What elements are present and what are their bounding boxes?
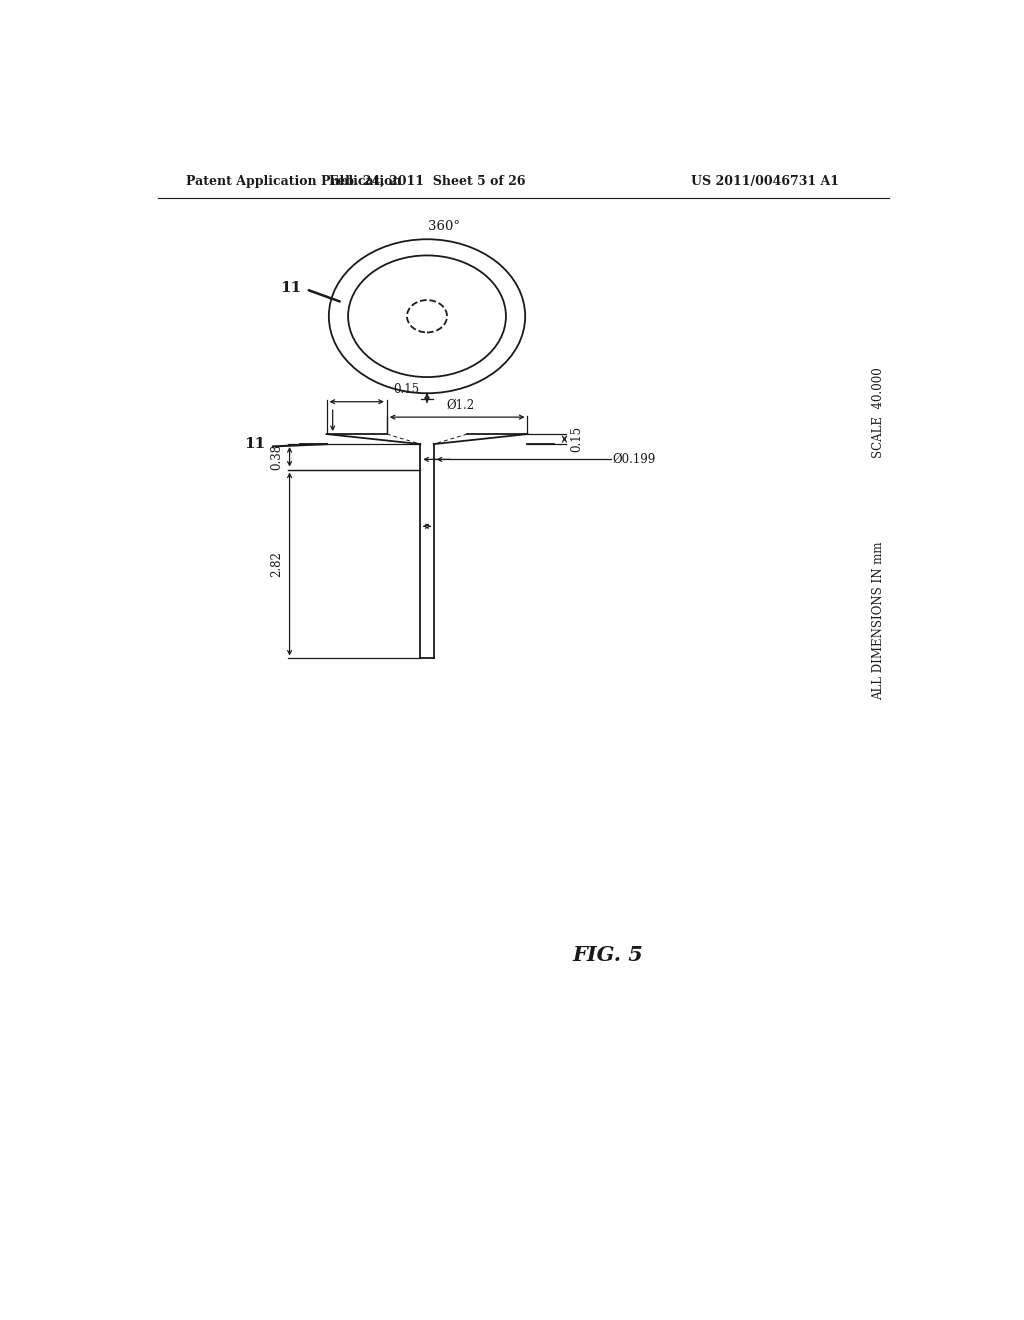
- Text: 0.15: 0.15: [570, 426, 584, 453]
- Text: Ø0.199: Ø0.199: [612, 453, 655, 466]
- Text: Feb. 24, 2011  Sheet 5 of 26: Feb. 24, 2011 Sheet 5 of 26: [329, 176, 525, 187]
- Text: 360°: 360°: [428, 220, 460, 234]
- Text: Ø1.2: Ø1.2: [446, 399, 475, 412]
- Text: 2.82: 2.82: [270, 550, 284, 577]
- Text: SCALE  40.000: SCALE 40.000: [872, 367, 886, 458]
- Text: Patent Application Publication: Patent Application Publication: [186, 176, 401, 187]
- Text: 11: 11: [281, 281, 301, 294]
- Text: ALL DIMENSIONS IN mm: ALL DIMENSIONS IN mm: [872, 541, 886, 700]
- Text: 0.38: 0.38: [270, 444, 284, 470]
- Text: US 2011/0046731 A1: US 2011/0046731 A1: [691, 176, 839, 187]
- Text: FIG. 5: FIG. 5: [572, 945, 643, 965]
- Text: 11: 11: [245, 437, 266, 451]
- Text: 0.15: 0.15: [393, 383, 419, 396]
